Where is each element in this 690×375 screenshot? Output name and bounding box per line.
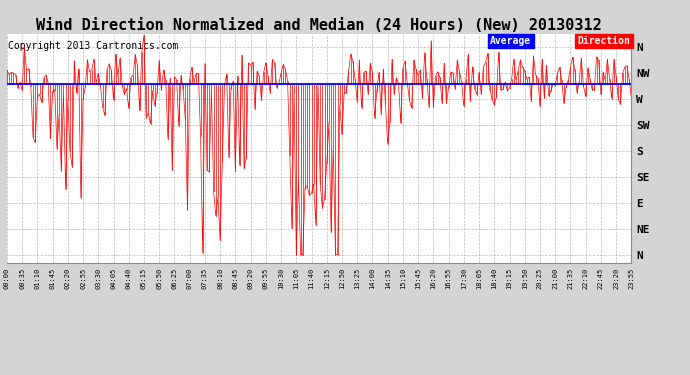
Title: Wind Direction Normalized and Median (24 Hours) (New) 20130312: Wind Direction Normalized and Median (24… bbox=[37, 18, 602, 33]
Text: Average: Average bbox=[491, 36, 531, 46]
Text: Copyright 2013 Cartronics.com: Copyright 2013 Cartronics.com bbox=[8, 40, 178, 51]
Text: Direction: Direction bbox=[578, 36, 630, 46]
